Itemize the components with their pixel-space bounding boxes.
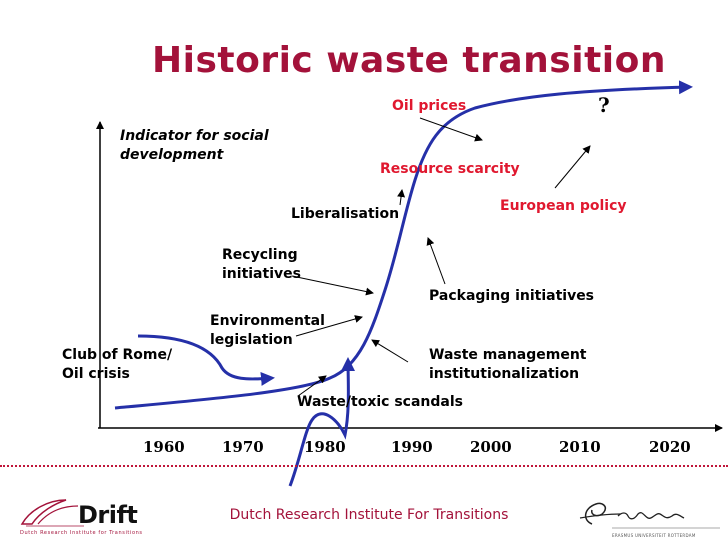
label-recycling-line1: Recycling [222,247,298,263]
drift-logo-subtitle: Dutch Research Institute for Transitions [20,530,143,536]
label-waste-mgmt-line2: institutionalization [429,366,580,382]
footer-text: Dutch Research Institute For Transitions [229,507,509,523]
label-liberalisation: Liberalisation [291,206,400,222]
label-environmental-legislation: Environmental legislation [210,312,325,350]
waste-mgmt-pointer [371,339,409,363]
transition-curve [114,80,693,410]
label-resource-scarcity: Resource scarcity [380,161,520,177]
label-packaging-initiatives: Packaging initiatives [429,288,595,304]
label-european-policy: European policy [500,198,627,214]
x-tick-1990: 1990 [391,438,433,456]
label-oil-prices: Oil prices [392,98,467,114]
waste-toxic-pointer [297,375,327,397]
label-club-line2: Oil crisis [62,366,130,382]
liberalisation-pointer [397,189,406,206]
oil-prices-pointer [419,117,483,142]
y-axis-label-line1: Indicator for social [120,128,269,144]
club-of-rome-arrow [137,334,275,386]
erasmus-logo-subtitle: ERASMUS UNIVERSITEIT ROTTERDAM [612,533,696,538]
drift-logo-mark [20,499,84,527]
y-axis-label-line2: development [120,147,224,163]
label-recycling-initiatives: Recycling initiatives [222,246,301,284]
label-club-of-rome: Club of Rome/ Oil crisis [62,346,172,384]
label-waste-management: Waste management institutionalization [429,346,587,384]
european-policy-pointer [554,145,591,189]
label-club-line1: Club of Rome/ [62,347,173,363]
recycling-pointer [291,275,374,296]
label-waste-toxic-scandals: Waste/toxic scandals [297,394,463,410]
x-tick-1960: 1960 [143,438,185,456]
drift-logo-word: Drift [78,501,138,529]
env-legislation-pointer [295,315,363,337]
label-waste-mgmt-line1: Waste management [429,347,587,363]
label-env-line2: legislation [210,332,293,348]
packaging-pointer [426,237,446,285]
x-tick-1980: 1980 [304,438,346,456]
slide-title: Historic waste transition [151,40,666,81]
label-recycling-line2: initiatives [222,266,301,282]
footer-divider [0,465,728,467]
erasmus-logo [579,502,720,529]
x-tick-2010: 2010 [559,438,601,456]
y-axis-label: Indicator for social development [120,127,269,165]
label-env-line1: Environmental [210,313,325,329]
x-tick-2020: 2020 [649,438,691,456]
waste-scandals-arrow [288,357,356,487]
question-mark: ? [598,93,610,117]
x-tick-1970: 1970 [222,438,264,456]
x-tick-2000: 2000 [470,438,512,456]
